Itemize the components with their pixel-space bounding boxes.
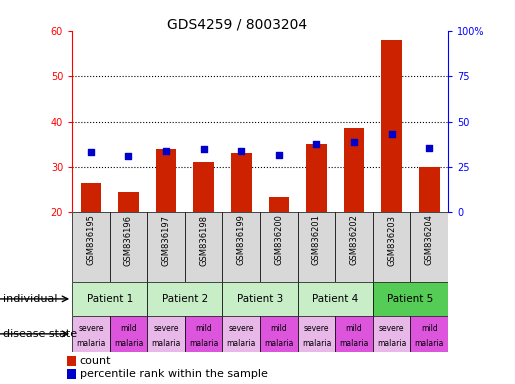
Text: mild: mild bbox=[270, 324, 287, 333]
Bar bbox=[118, 192, 139, 212]
Bar bbox=[110, 316, 147, 352]
Bar bbox=[298, 316, 335, 352]
Text: severe: severe bbox=[229, 324, 254, 333]
Bar bbox=[344, 128, 365, 212]
Text: count: count bbox=[80, 356, 111, 366]
Bar bbox=[381, 40, 402, 212]
Text: Patient 1: Patient 1 bbox=[87, 294, 133, 304]
Point bbox=[275, 152, 283, 158]
Point bbox=[237, 147, 245, 154]
Text: GDS4259 / 8003204: GDS4259 / 8003204 bbox=[167, 17, 307, 31]
Bar bbox=[72, 316, 110, 352]
Text: severe: severe bbox=[78, 324, 104, 333]
Text: GSM836203: GSM836203 bbox=[387, 215, 396, 265]
Point bbox=[125, 153, 133, 159]
Bar bbox=[222, 282, 298, 316]
Text: severe: severe bbox=[304, 324, 329, 333]
Bar bbox=[419, 167, 440, 212]
Text: percentile rank within the sample: percentile rank within the sample bbox=[80, 369, 268, 379]
Bar bbox=[260, 212, 298, 282]
Bar bbox=[410, 316, 448, 352]
Point bbox=[162, 147, 170, 154]
Point bbox=[200, 146, 208, 152]
Bar bbox=[147, 316, 185, 352]
Bar bbox=[72, 212, 110, 282]
Bar bbox=[306, 144, 327, 212]
Bar bbox=[260, 316, 298, 352]
Bar bbox=[110, 212, 147, 282]
Text: individual: individual bbox=[3, 294, 57, 304]
Bar bbox=[231, 153, 252, 212]
Text: GSM836202: GSM836202 bbox=[350, 215, 358, 265]
Bar bbox=[147, 282, 222, 316]
Text: GSM836198: GSM836198 bbox=[199, 215, 208, 265]
Text: Patient 3: Patient 3 bbox=[237, 294, 283, 304]
Text: malaria: malaria bbox=[339, 339, 369, 348]
Text: malaria: malaria bbox=[76, 339, 106, 348]
Point bbox=[87, 149, 95, 155]
Text: malaria: malaria bbox=[264, 339, 294, 348]
Bar bbox=[410, 212, 448, 282]
Text: GSM836195: GSM836195 bbox=[87, 215, 95, 265]
Point bbox=[388, 131, 396, 137]
Bar bbox=[268, 197, 289, 212]
Bar bbox=[67, 369, 76, 379]
Bar bbox=[156, 149, 177, 212]
Text: GSM836196: GSM836196 bbox=[124, 215, 133, 265]
Text: malaria: malaria bbox=[415, 339, 444, 348]
Text: malaria: malaria bbox=[151, 339, 181, 348]
Bar bbox=[193, 162, 214, 212]
Text: malaria: malaria bbox=[302, 339, 331, 348]
Text: Patient 5: Patient 5 bbox=[387, 294, 434, 304]
Bar bbox=[222, 212, 260, 282]
Point bbox=[350, 139, 358, 145]
Bar bbox=[298, 212, 335, 282]
Text: mild: mild bbox=[195, 324, 212, 333]
Bar bbox=[185, 212, 222, 282]
Text: disease state: disease state bbox=[3, 329, 77, 339]
Text: GSM836197: GSM836197 bbox=[162, 215, 170, 265]
Bar bbox=[335, 212, 373, 282]
Bar bbox=[335, 316, 373, 352]
Bar bbox=[67, 356, 76, 366]
Text: malaria: malaria bbox=[377, 339, 406, 348]
Text: malaria: malaria bbox=[227, 339, 256, 348]
Text: severe: severe bbox=[379, 324, 404, 333]
Point bbox=[425, 145, 434, 151]
Bar bbox=[185, 316, 222, 352]
Text: GSM836200: GSM836200 bbox=[274, 215, 283, 265]
Text: malaria: malaria bbox=[114, 339, 143, 348]
Bar bbox=[72, 282, 147, 316]
Text: GSM836204: GSM836204 bbox=[425, 215, 434, 265]
Text: mild: mild bbox=[120, 324, 137, 333]
Point bbox=[312, 141, 320, 147]
Bar bbox=[147, 212, 185, 282]
Text: GSM836199: GSM836199 bbox=[237, 215, 246, 265]
Bar bbox=[80, 183, 101, 212]
Text: mild: mild bbox=[421, 324, 438, 333]
Bar bbox=[298, 282, 373, 316]
Text: malaria: malaria bbox=[189, 339, 218, 348]
Text: severe: severe bbox=[153, 324, 179, 333]
Bar bbox=[222, 316, 260, 352]
Text: Patient 4: Patient 4 bbox=[312, 294, 358, 304]
Bar bbox=[373, 282, 448, 316]
Text: Patient 2: Patient 2 bbox=[162, 294, 208, 304]
Bar bbox=[373, 316, 410, 352]
Text: mild: mild bbox=[346, 324, 363, 333]
Bar bbox=[373, 212, 410, 282]
Text: GSM836201: GSM836201 bbox=[312, 215, 321, 265]
